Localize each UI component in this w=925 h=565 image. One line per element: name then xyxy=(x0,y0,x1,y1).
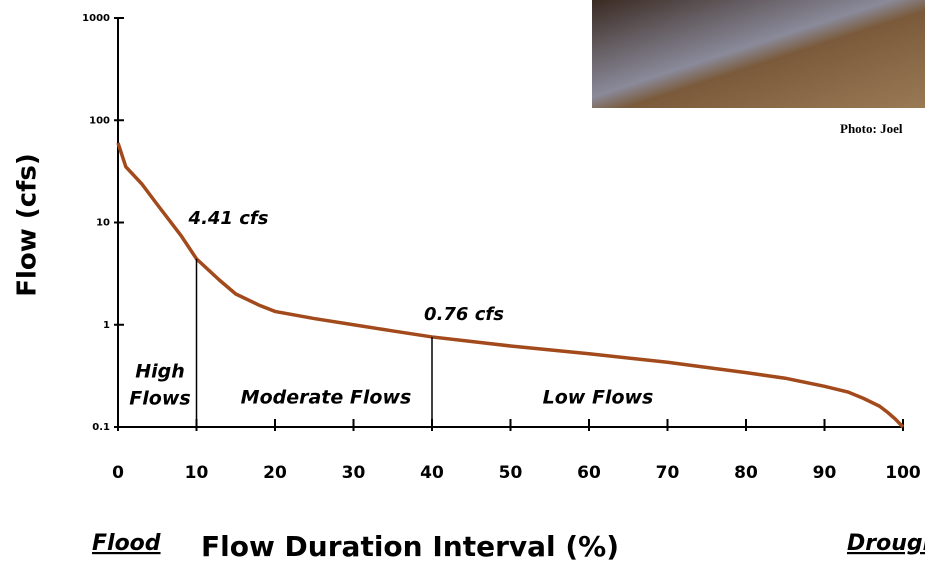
y-tick-label: 0.1 xyxy=(92,422,110,433)
x-tick-label: 80 xyxy=(734,463,758,483)
x-tick-label: 60 xyxy=(577,463,601,483)
x-tick-label: 20 xyxy=(263,463,287,483)
y-axis-label: Flow (cfs) xyxy=(13,153,43,297)
flood-label: Flood xyxy=(92,531,161,556)
flow-curve xyxy=(118,143,903,427)
marker-label: 0.76 cfs xyxy=(424,304,504,325)
region-label: High xyxy=(135,361,185,383)
y-tick-label: 1000 xyxy=(82,13,110,24)
y-tick-label: 1 xyxy=(103,320,110,331)
photo-credit: Photo: Joel xyxy=(840,121,903,136)
y-tick-label: 100 xyxy=(89,115,110,126)
region-label: Flows xyxy=(129,388,190,410)
x-tick-label: 70 xyxy=(656,463,680,483)
x-tick-label: 0 xyxy=(112,463,124,483)
drought-label: Drought xyxy=(847,531,925,556)
x-tick-label: 30 xyxy=(342,463,366,483)
region-label: Moderate Flows xyxy=(241,387,412,409)
x-tick-label: 40 xyxy=(420,463,444,483)
y-tick-label: 10 xyxy=(96,218,110,229)
marker-label: 4.41 cfs xyxy=(188,208,269,229)
x-tick-label: 100 xyxy=(885,463,921,483)
x-tick-label: 50 xyxy=(499,463,523,483)
x-tick-label: 10 xyxy=(185,463,209,483)
photo xyxy=(592,0,925,108)
x-tick-label: 90 xyxy=(813,463,837,483)
region-label: Low Flows xyxy=(543,387,654,409)
x-axis-label: Flow Duration Interval (%) xyxy=(201,530,619,563)
chart: Photo: Joel Flow (cfs) Flow Duration Int… xyxy=(0,0,925,565)
